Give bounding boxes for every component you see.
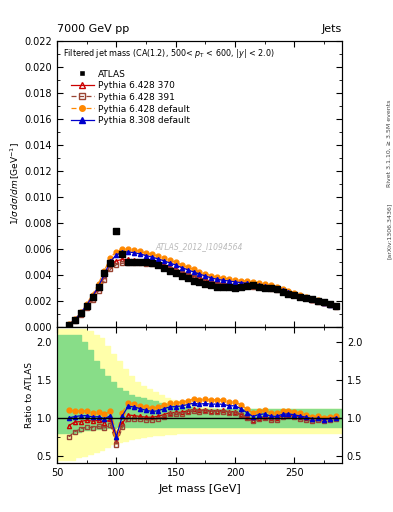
Text: Rivet 3.1.10, ≥ 3.5M events: Rivet 3.1.10, ≥ 3.5M events bbox=[387, 100, 392, 187]
Point bbox=[161, 264, 167, 272]
Point bbox=[333, 302, 339, 310]
Y-axis label: $1/\sigma\,d\sigma/dm\,[\mathrm{GeV}^{-1}]$: $1/\sigma\,d\sigma/dm\,[\mathrm{GeV}^{-1… bbox=[8, 143, 22, 225]
Point bbox=[90, 292, 96, 301]
Point bbox=[327, 300, 333, 308]
Point bbox=[184, 274, 191, 283]
Legend: ATLAS, Pythia 6.428 370, Pythia 6.428 391, Pythia 6.428 default, Pythia 8.308 de: ATLAS, Pythia 6.428 370, Pythia 6.428 39… bbox=[70, 69, 191, 126]
Point bbox=[279, 288, 286, 296]
Point bbox=[190, 277, 196, 285]
Point bbox=[107, 259, 114, 267]
Point bbox=[131, 258, 137, 266]
Point bbox=[238, 283, 244, 291]
Point bbox=[119, 250, 125, 259]
Point bbox=[149, 259, 155, 267]
Y-axis label: Ratio to ATLAS: Ratio to ATLAS bbox=[25, 362, 34, 428]
Text: Filtered jet mass (CA(1.2), 500< $p_{\rm T}$ < 600, $|y|$ < 2.0): Filtered jet mass (CA(1.2), 500< $p_{\rm… bbox=[63, 47, 274, 60]
Point bbox=[202, 280, 209, 288]
Point bbox=[250, 281, 256, 289]
X-axis label: Jet mass [GeV]: Jet mass [GeV] bbox=[158, 484, 241, 494]
Point bbox=[101, 269, 108, 277]
Point bbox=[178, 272, 185, 280]
Point bbox=[226, 283, 232, 291]
Point bbox=[297, 292, 303, 301]
Point bbox=[137, 258, 143, 266]
Point bbox=[143, 258, 149, 266]
Point bbox=[208, 282, 215, 290]
Point bbox=[262, 284, 268, 292]
Point bbox=[315, 297, 321, 305]
Point bbox=[220, 283, 226, 291]
Point bbox=[167, 267, 173, 275]
Point bbox=[309, 295, 315, 303]
Text: Jets: Jets bbox=[321, 24, 342, 34]
Point bbox=[196, 278, 203, 286]
Point bbox=[244, 282, 250, 290]
Point bbox=[113, 227, 119, 235]
Point bbox=[291, 291, 298, 300]
Point bbox=[77, 309, 84, 317]
Point bbox=[95, 283, 102, 291]
Point bbox=[321, 298, 327, 307]
Point bbox=[66, 321, 72, 329]
Text: [arXiv:1306.3436]: [arXiv:1306.3436] bbox=[387, 202, 392, 259]
Point bbox=[214, 283, 220, 291]
Point bbox=[155, 261, 161, 269]
Point bbox=[232, 284, 238, 292]
Point bbox=[274, 285, 280, 293]
Text: ATLAS_2012_I1094564: ATLAS_2012_I1094564 bbox=[156, 243, 243, 251]
Point bbox=[84, 302, 90, 310]
Point bbox=[173, 269, 179, 277]
Point bbox=[285, 290, 292, 298]
Point bbox=[268, 284, 274, 292]
Point bbox=[125, 258, 131, 266]
Point bbox=[303, 294, 309, 302]
Point bbox=[72, 316, 78, 324]
Text: 7000 GeV pp: 7000 GeV pp bbox=[57, 24, 129, 34]
Point bbox=[256, 283, 262, 291]
